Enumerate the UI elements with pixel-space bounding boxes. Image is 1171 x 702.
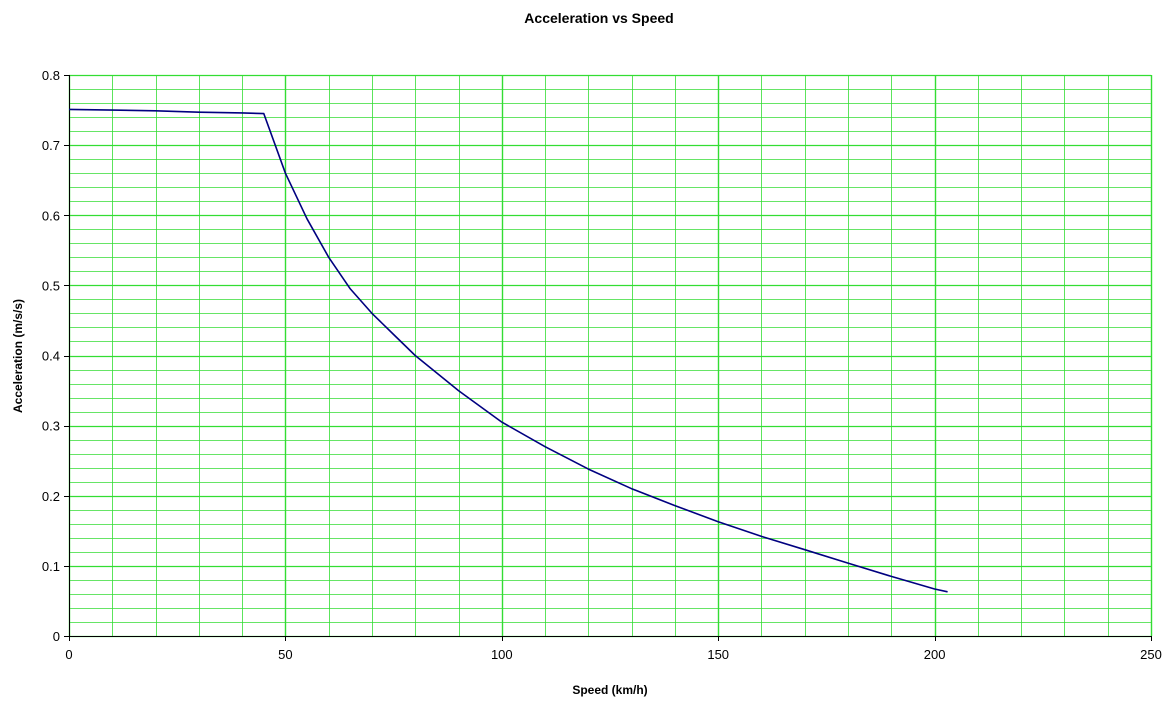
x-tick-label: 100 <box>491 647 513 662</box>
chart-title: Acceleration vs Speed <box>524 10 673 26</box>
grid <box>68 74 1153 638</box>
x-axis-title: Speed (km/h) <box>572 683 647 697</box>
x-tick-label: 250 <box>1140 647 1162 662</box>
axes <box>69 75 1151 637</box>
x-tick-label: 50 <box>278 647 292 662</box>
y-tick-label: 0 <box>53 629 60 644</box>
y-tick-label: 0.2 <box>42 489 60 504</box>
y-tick-label: 0.4 <box>42 349 60 364</box>
tick-labels: 0 0.1 0.2 0.3 0.4 0.5 0.6 0.7 0.8 0 50 100 150 200 250 <box>42 68 1162 662</box>
x-tick-label: 0 <box>65 647 72 662</box>
x-tick-label: 150 <box>707 647 729 662</box>
x-tick-label: 200 <box>924 647 946 662</box>
y-axis-title: Acceleration (m/s/s) <box>11 299 25 413</box>
y-tick-label: 0.5 <box>42 278 60 293</box>
y-tick-label: 0.7 <box>42 138 60 153</box>
y-tick-label: 0.6 <box>42 208 60 223</box>
y-tick-label: 0.3 <box>42 419 60 434</box>
series-line <box>68 108 948 593</box>
series <box>68 108 948 593</box>
y-tick-label: 0.1 <box>42 559 60 574</box>
y-tick-label: 0.8 <box>42 68 60 83</box>
